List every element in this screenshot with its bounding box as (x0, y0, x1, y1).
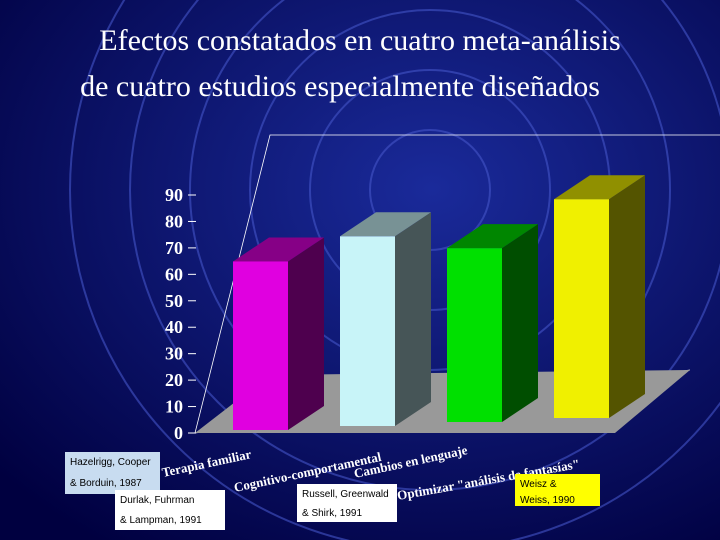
y-tick-label: 30 (165, 344, 183, 364)
source-box (65, 452, 160, 494)
y-tick-label: 40 (165, 317, 183, 337)
bar-side (288, 237, 324, 430)
y-tick-label: 70 (165, 238, 183, 258)
source-text: Durlak, Fuhrman (120, 495, 194, 506)
bar-top (340, 212, 431, 237)
source-text: & Borduin, 1987 (70, 478, 142, 489)
bar-front (554, 199, 609, 418)
source-box (515, 474, 600, 506)
bar-side (609, 175, 645, 418)
y-tick-label: 10 (165, 397, 183, 417)
bar-front (447, 248, 502, 422)
bar (340, 212, 431, 426)
y-tick-label: 60 (165, 264, 183, 284)
source-text: Weisz & (520, 479, 557, 490)
source-text: Russell, Greenwald (302, 489, 389, 500)
source-text: & Lampman, 1991 (120, 515, 202, 526)
bar-top (554, 175, 645, 200)
y-tick-label: 50 (165, 291, 183, 311)
y-tick-label: 0 (174, 423, 183, 443)
y-tick-label: 80 (165, 211, 183, 231)
source-box (297, 484, 397, 522)
source-box (115, 490, 225, 530)
bar-top (233, 237, 324, 262)
bar (233, 237, 324, 430)
bar-front (340, 236, 395, 426)
bar-side (502, 224, 538, 422)
bar-top (447, 224, 538, 249)
source-text: Hazelrigg, Cooper (70, 457, 151, 468)
bar-side (395, 212, 431, 426)
bar-front (233, 261, 288, 430)
title-line: Efectos constatados en cuatro meta-análi… (99, 24, 620, 57)
y-tick-label: 20 (165, 370, 183, 390)
bar (554, 175, 645, 418)
title-line: de cuatro estudios especialmente diseñad… (80, 70, 600, 103)
source-text: & Shirk, 1991 (302, 508, 362, 519)
y-tick-label: 90 (165, 185, 183, 205)
source-text: Weiss, 1990 (520, 495, 575, 506)
bar (447, 224, 538, 422)
